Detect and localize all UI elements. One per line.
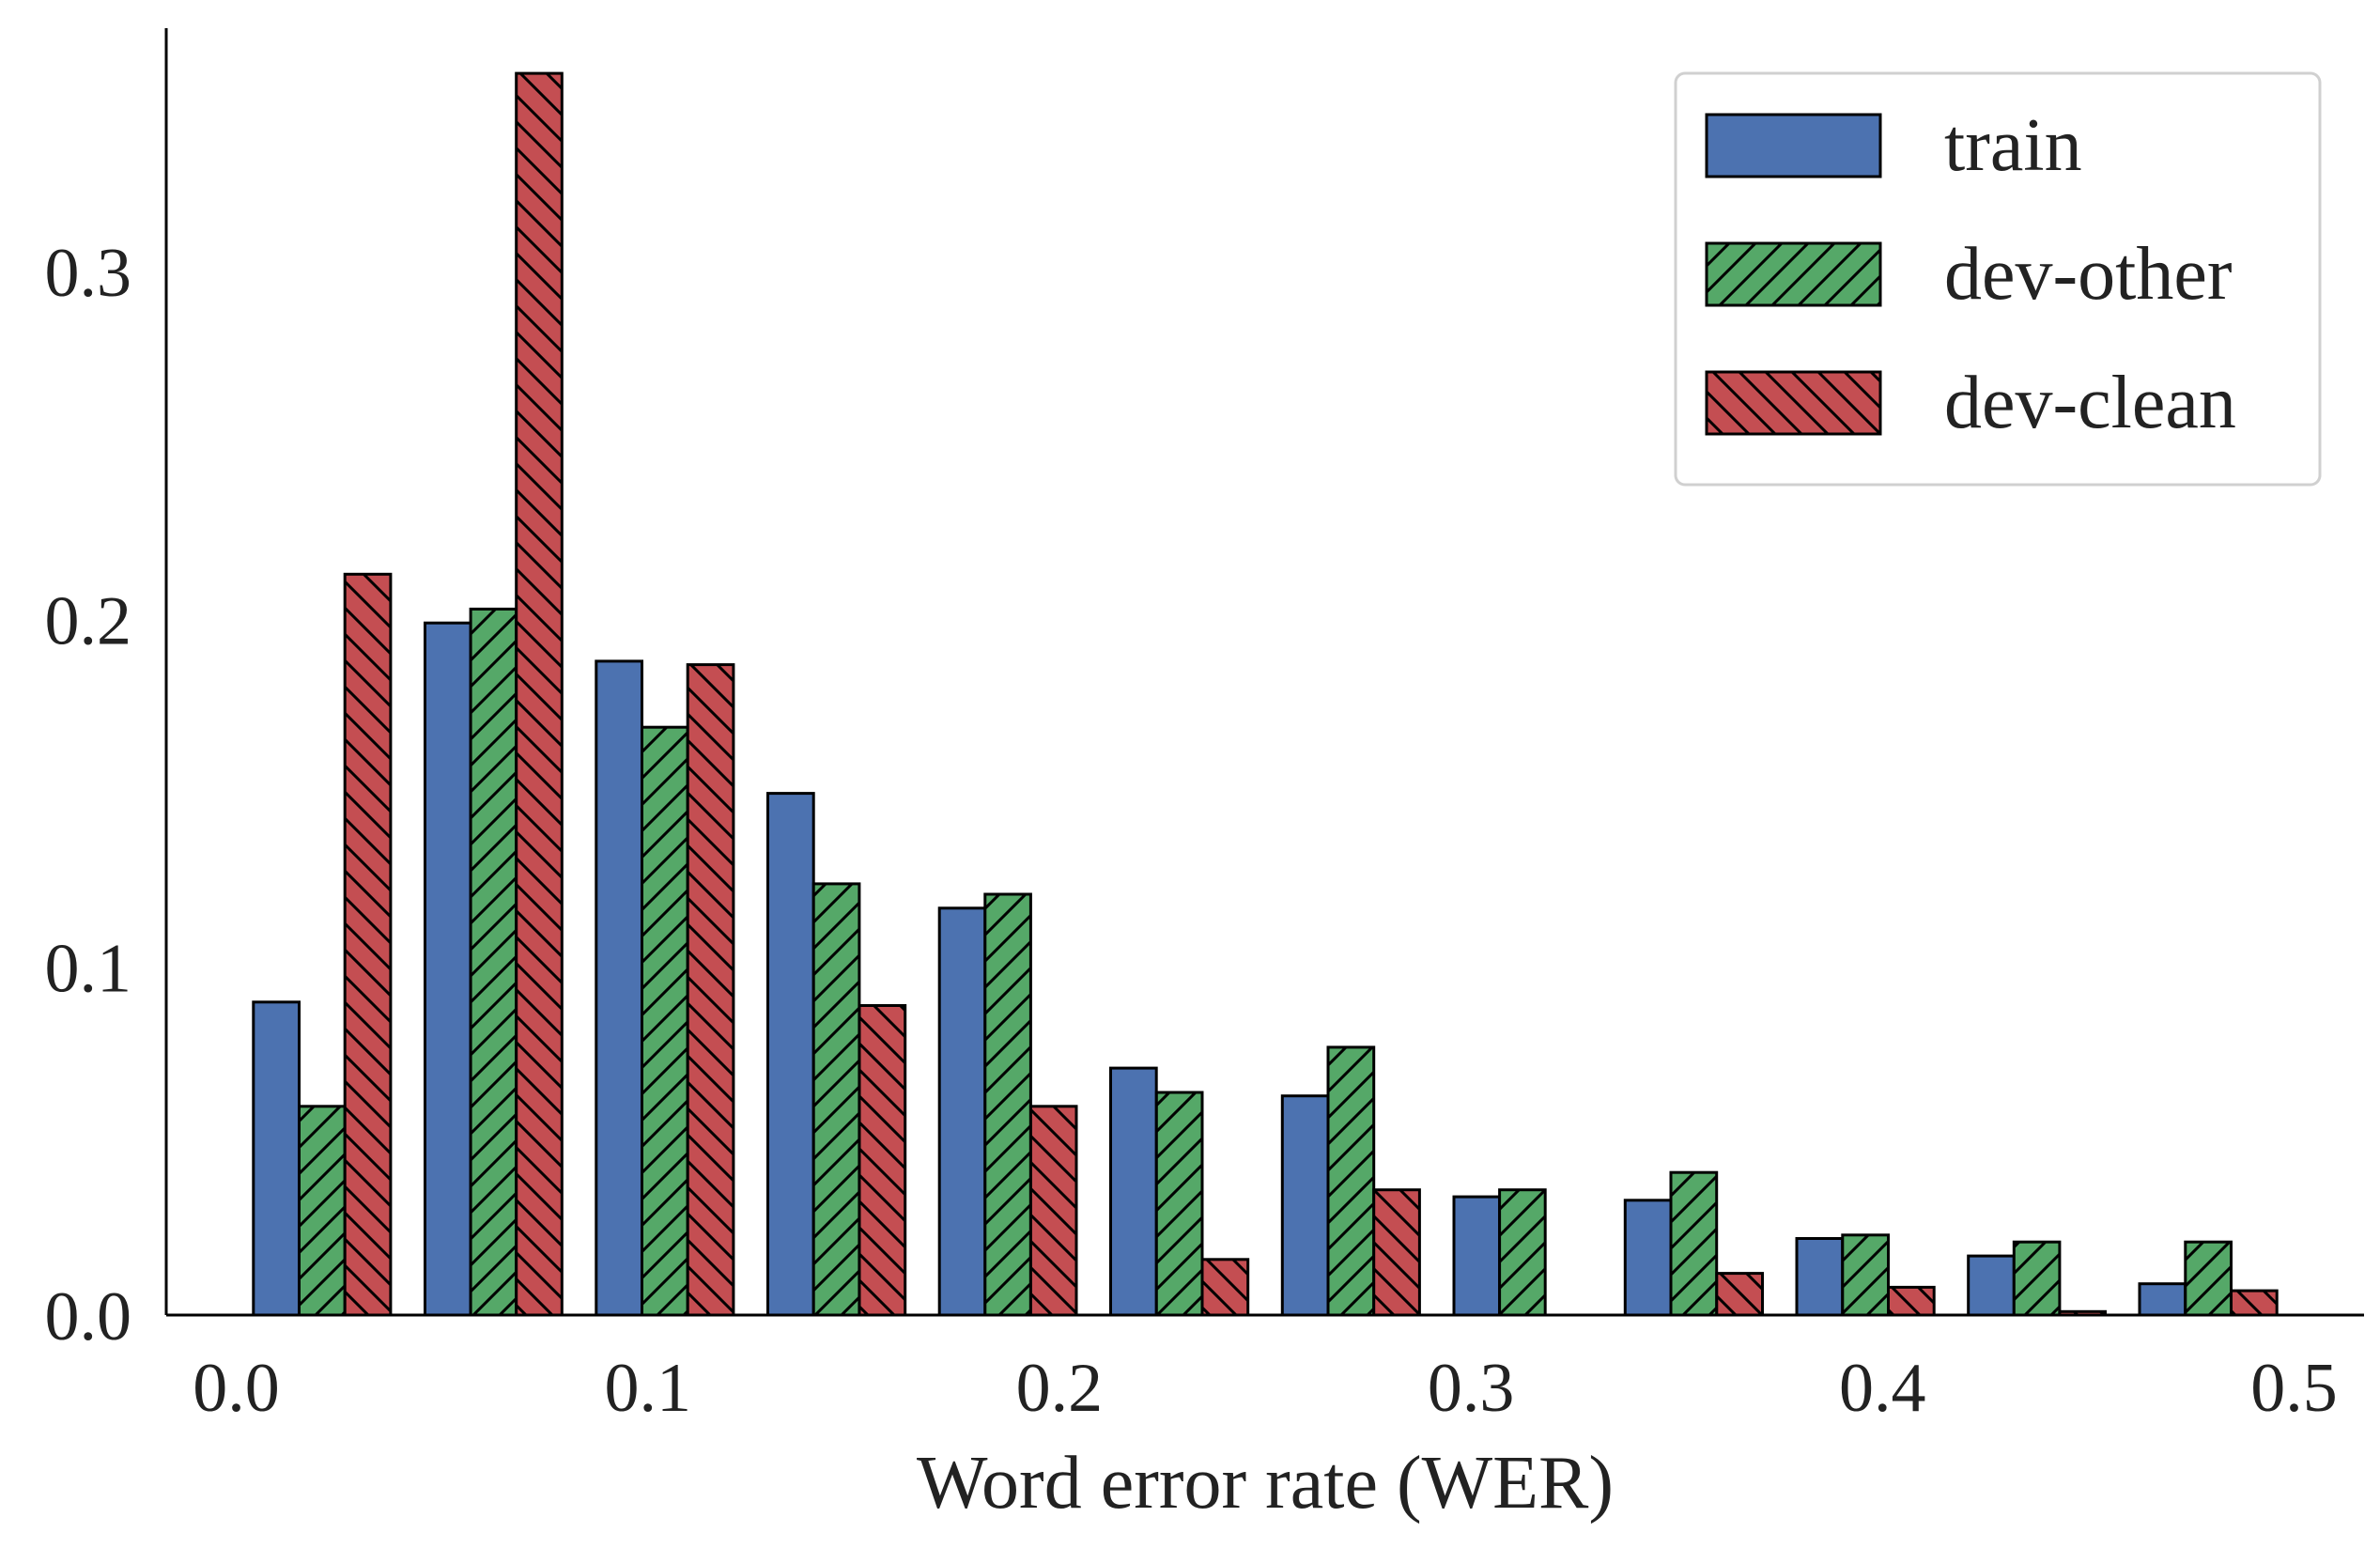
bar-dev-clean-bin-0 [343, 572, 393, 1317]
bar-dev-other-bin-7 [1498, 1188, 1547, 1317]
x-tick-label: 0.0 [193, 1350, 280, 1427]
legend-label-train: train [1944, 104, 2082, 187]
bar-dev-clean-bin-1 [515, 71, 564, 1317]
bar-dev-other-bin-2 [641, 725, 689, 1317]
legend-swatch-dev-other [1705, 241, 1882, 307]
legend-swatch-dev-clean [1705, 370, 1882, 436]
bar-dev-other-bin-8 [1669, 1170, 1719, 1317]
y-tick-label: 0.3 [45, 235, 132, 312]
bar-dev-clean-bin-2 [686, 663, 735, 1317]
bar-dev-other-bin-9 [1841, 1233, 1891, 1317]
bar-dev-clean-bin-6 [1372, 1188, 1421, 1317]
y-tick-label: 0.0 [45, 1278, 132, 1355]
y-tick-labels: 0.0 0.1 0.2 0.3 [45, 235, 132, 1355]
bar-train-bin-5 [1109, 1066, 1158, 1317]
bar-dev-clean-bin-11 [2230, 1289, 2279, 1317]
bar-dev-clean-bin-9 [1887, 1285, 1936, 1317]
bar-dev-other-bin-6 [1326, 1045, 1376, 1317]
bar-dev-clean-bin-3 [858, 1004, 907, 1317]
legend-swatch-train [1705, 113, 1882, 178]
bar-train-bin-4 [937, 906, 987, 1317]
bar-train-bin-1 [424, 621, 472, 1317]
bar-dev-clean-bin-4 [1028, 1105, 1078, 1317]
x-tick-label: 0.4 [1839, 1350, 1926, 1427]
bar-dev-other-bin-1 [469, 607, 518, 1317]
bar-train-bin-2 [595, 659, 643, 1317]
x-tick-labels: 0.0 0.1 0.2 0.3 0.4 0.5 [193, 1350, 2338, 1427]
x-tick-label: 0.2 [1016, 1350, 1104, 1427]
y-tick-label: 0.1 [45, 931, 132, 1008]
bar-train-bin-11 [2138, 1282, 2187, 1317]
bar-dev-clean-bin-8 [1715, 1272, 1765, 1317]
bar-dev-other-bin-4 [983, 892, 1032, 1317]
bar-dev-other-bin-10 [2012, 1240, 2062, 1317]
bar-dev-other-bin-3 [811, 882, 861, 1317]
bar-train-bin-0 [252, 1000, 301, 1317]
bar-dev-other-bin-5 [1154, 1091, 1204, 1317]
bar-dev-clean-bin-5 [1200, 1258, 1250, 1317]
x-tick-label: 0.3 [1428, 1350, 1515, 1427]
bar-dev-other-bin-11 [2184, 1240, 2233, 1317]
bar-train-bin-8 [1623, 1199, 1673, 1317]
legend: train dev-other dev-clean [1674, 71, 2322, 487]
bar-train-bin-6 [1280, 1094, 1330, 1317]
x-tick-label: 0.1 [604, 1350, 691, 1427]
legend-label-dev-other: dev-other [1944, 233, 2233, 316]
x-tick-label: 0.5 [2250, 1350, 2338, 1427]
bar-train-bin-3 [766, 792, 815, 1317]
bars-group [252, 71, 2279, 1317]
y-tick-label: 0.2 [45, 583, 132, 660]
bar-train-bin-10 [1967, 1254, 2016, 1317]
bar-train-bin-9 [1795, 1237, 1845, 1317]
bar-dev-other-bin-0 [298, 1105, 347, 1317]
x-axis-title: Word error rate (WER) [917, 1442, 1614, 1525]
legend-label-dev-clean: dev-clean [1944, 362, 2236, 444]
bar-train-bin-7 [1452, 1195, 1502, 1317]
